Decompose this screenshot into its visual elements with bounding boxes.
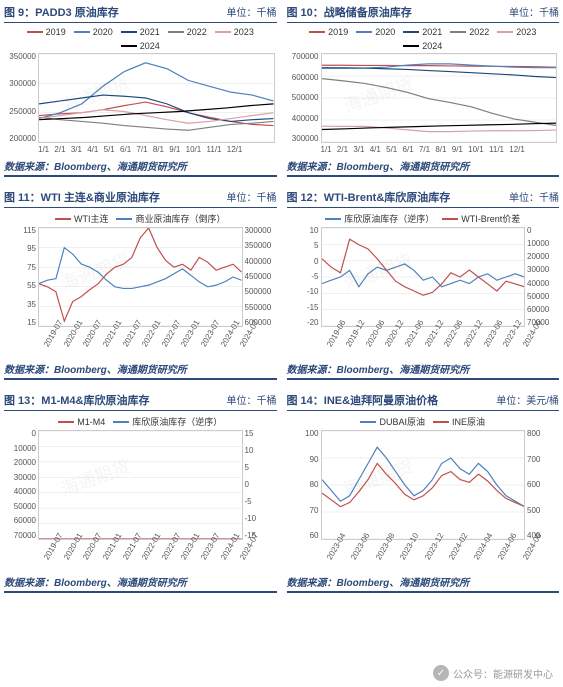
chart-body: 010000200003000040000500006000070000 海通期… <box>4 430 277 540</box>
y-axis-right: 010000200003000040000500006000070000 <box>527 227 559 327</box>
wechat-badge: ✓ 公众号：能源研发中心 <box>433 665 553 681</box>
chart-body: 700000600000500000400000300000 海通期货 <box>287 53 560 143</box>
legend: 2019 2020 2021 2022 2023 2024 <box>287 25 560 53</box>
legend-item: WTI主连 <box>55 212 109 225</box>
chart-title-row: 图 9：PADD3 原油库存 单位：千桶 <box>4 4 277 23</box>
legend: M1-M4 库欣原油库存（逆序） <box>4 413 277 430</box>
x-axis: 1/12/13/14/15/16/17/18/19/110/111/112/1 <box>287 143 560 154</box>
legend-item: DUBAI原油 <box>360 415 425 428</box>
chart-body: 1050-5-10-15-20 海通期货 0100002000030000400… <box>287 227 560 327</box>
chart-title: 图 9：PADD3 原油库存 <box>4 4 119 20</box>
legend: 2019 2020 2021 2022 2023 2024 <box>4 25 277 53</box>
chart-unit: 单位：千桶 <box>227 189 277 204</box>
chart-unit: 单位：千桶 <box>509 4 559 19</box>
legend-item: INE原油 <box>433 415 485 428</box>
legend-item: 2021 <box>121 27 160 37</box>
legend-item: 2020 <box>356 27 395 37</box>
legend-item: 2023 <box>497 27 536 37</box>
chart-unit: 单位：美元/桶 <box>496 392 559 407</box>
plot-area: 海通期货 <box>38 53 275 143</box>
legend-item: 2024 <box>121 41 160 51</box>
chart-title: 图 14：INE&迪拜阿曼原油价格 <box>287 392 439 408</box>
legend-item: 库欣原油库存（逆序） <box>325 212 434 225</box>
chart-title-row: 图 14：INE&迪拜阿曼原油价格 单位：美元/桶 <box>287 392 560 411</box>
x-axis: 1/12/13/14/15/16/17/18/19/110/111/112/1 <box>4 143 277 154</box>
wechat-icon: ✓ <box>433 665 449 681</box>
legend-item: 2022 <box>450 27 489 37</box>
chart-title: 图 11：WTI 主连&商业原油库存 <box>4 189 160 205</box>
chart-unit: 单位：千桶 <box>227 4 277 19</box>
source-text: 数据来源：Bloomberg、海通期货研究所 <box>287 570 560 593</box>
legend: WTI主连商业原油库存（倒序） <box>4 210 277 227</box>
chart-unit: 单位：千桶 <box>227 392 277 407</box>
legend-item: 2024 <box>403 41 442 51</box>
y-axis-left: 10090807060 <box>287 430 319 540</box>
chart-title-row: 图 12：WTI-Brent&库欣原油库存 单位：千桶 <box>287 189 560 208</box>
source-text: 数据来源：Bloomberg、海通期货研究所 <box>4 154 277 177</box>
legend-item: M1-M4 <box>58 415 105 428</box>
legend-item: 2021 <box>403 27 442 37</box>
legend-item: 2020 <box>74 27 113 37</box>
chart-body: 1159575553515 海通期货 300000350000400000450… <box>4 227 277 327</box>
source-text: 数据来源：Bloomberg、海通期货研究所 <box>4 357 277 380</box>
legend-item: 2019 <box>27 27 66 37</box>
legend-item: 2022 <box>168 27 207 37</box>
y-axis-right: 800700600500400 <box>527 430 559 540</box>
c14-panel: 图 14：INE&迪拜阿曼原油价格 单位：美元/桶 DUBAI原油 INE原油 1… <box>287 392 560 601</box>
plot-area: 海通期货 <box>321 430 526 540</box>
chart-title: 图 12：WTI-Brent&库欣原油库存 <box>287 189 451 205</box>
x-axis: 2023-042023-062023-082023-102023-122024-… <box>287 540 560 570</box>
c9-panel: 图 9：PADD3 原油库存 单位：千桶 2019 2020 2021 2022 202… <box>4 4 277 185</box>
legend-item: 库欣原油库存（逆序） <box>113 415 222 428</box>
c12-panel: 图 12：WTI-Brent&库欣原油库存 单位：千桶 库欣原油库存（逆序） WT… <box>287 189 560 388</box>
legend-item: 2019 <box>309 27 348 37</box>
y-axis-right: 3000003500004000004500005000005500006000… <box>245 227 277 327</box>
x-axis: 2019-062019-122020-062020-122021-062021-… <box>287 327 560 357</box>
chart-title-row: 图 11：WTI 主连&商业原油库存 单位：千桶 <box>4 189 277 208</box>
c10-panel: 图 10：战略储备原油库存 单位：千桶 2019 2020 2021 2022 2023… <box>287 4 560 185</box>
legend-item: 商业原油库存（倒序） <box>116 212 225 225</box>
c11-panel: 图 11：WTI 主连&商业原油库存 单位：千桶 WTI主连商业原油库存（倒序）… <box>4 189 277 388</box>
legend: DUBAI原油 INE原油 <box>287 413 560 430</box>
plot-area: 海通期货 <box>321 227 526 327</box>
y-axis-left: 010000200003000040000500006000070000 <box>4 430 36 540</box>
source-text: 数据来源：Bloomberg、海通期货研究所 <box>287 357 560 380</box>
chart-body: 10090807060 海通期货 800700600500400 <box>287 430 560 540</box>
chart-unit: 单位：千桶 <box>509 189 559 204</box>
plot-area: 海通期货 <box>38 430 243 540</box>
legend: 库欣原油库存（逆序） WTI-Brent价差 <box>287 210 560 227</box>
y-axis-left: 1159575553515 <box>4 227 36 327</box>
chart-title: 图 10：战略储备原油库存 <box>287 4 412 20</box>
y-axis-left: 350000300000250000200000 <box>4 53 36 143</box>
plot-area: 海通期货 <box>321 53 558 143</box>
plot-area: 海通期货 <box>38 227 243 327</box>
chart-title-row: 图 13：M1-M4&库欣原油库存 单位：千桶 <box>4 392 277 411</box>
x-axis: 2019-072020-012020-072021-012021-072022-… <box>4 540 277 570</box>
y-axis-right: 151050-5-10-15 <box>245 430 277 540</box>
y-axis-left: 1050-5-10-15-20 <box>287 227 319 327</box>
c13-panel: 图 13：M1-M4&库欣原油库存 单位：千桶 M1-M4库欣原油库存（逆序） … <box>4 392 277 601</box>
chart-title-row: 图 10：战略储备原油库存 单位：千桶 <box>287 4 560 23</box>
wechat-text: 公众号：能源研发中心 <box>453 666 553 681</box>
legend-item: 2023 <box>215 27 254 37</box>
source-text: 数据来源：Bloomberg、海通期货研究所 <box>287 154 560 177</box>
legend-item: WTI-Brent价差 <box>442 212 520 225</box>
y-axis-left: 700000600000500000400000300000 <box>287 53 319 143</box>
chart-title: 图 13：M1-M4&库欣原油库存 <box>4 392 149 408</box>
source-text: 数据来源：Bloomberg、海通期货研究所 <box>4 570 277 593</box>
chart-body: 350000300000250000200000 海通期货 <box>4 53 277 143</box>
x-axis: 2019-072020-012020-072021-012021-072022-… <box>4 327 277 357</box>
